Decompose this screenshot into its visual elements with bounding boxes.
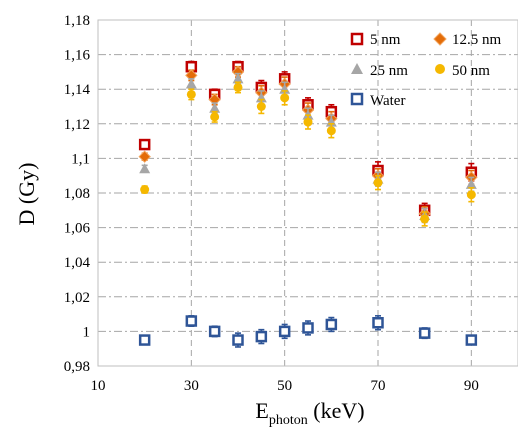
legend-marker-water [350,92,364,106]
legend: 5 nm 12.5 nm 25 nm 50 nm Water [350,32,502,109]
x-tick-label: 50 [277,378,292,394]
data-point [186,89,196,99]
data-point [303,117,313,127]
series-water [138,315,478,348]
data-point [138,334,151,346]
legend-marker-5nm [350,32,364,46]
data-point [302,322,314,334]
x-axis-title-unit: (keV) [308,398,365,423]
data-point [185,315,198,327]
legend-label-25nm: 25 nm [370,63,408,79]
legend-item-water: Water [350,92,405,109]
data-point [326,126,336,136]
data-point [210,112,220,122]
data-point [140,185,150,195]
data-point [138,138,151,151]
data-points [138,60,478,348]
y-tick-label: 0,98 [64,359,90,375]
y-tick-label: 1,14 [64,82,91,98]
legend-label-12-5nm: 12.5 nm [452,32,502,48]
data-point [209,102,221,113]
data-point [256,102,266,111]
x-tick-label: 10 [91,378,106,394]
y-tick-label: 1,06 [64,221,91,237]
data-point [138,150,151,163]
data-point [255,330,268,343]
data-point [373,178,383,188]
legend-item-12-5nm: 12.5 nm [433,32,502,48]
legend-item-25nm: 25 nm [351,63,408,79]
data-point [280,93,290,103]
data-point [465,178,477,189]
y-tick-label: 1,18 [64,13,90,29]
y-tick-labels: 0,98 1 1,02 1,04 1,06 1,08 1,1 1,12 1,14 1,16 1,18 [64,13,91,375]
data-point [372,317,384,329]
data-point [233,82,243,92]
data-point [278,325,291,338]
y-tick-label: 1,08 [64,186,90,202]
y-tick-label: 1,16 [64,48,91,64]
legend-label-water: Water [370,93,405,109]
data-point [208,325,221,338]
x-axis-title: Ephoton (keV) [255,398,364,428]
data-point [232,73,244,84]
x-axis-title-main: E [255,398,268,423]
data-point [232,334,244,346]
x-tick-labels: 10 30 50 70 90 [91,378,479,394]
legend-marker-50nm [435,64,445,74]
plot-area-frame [97,19,518,367]
legend-label-50nm: 50 nm [452,63,490,79]
x-axis-title-subscript: photon [269,413,308,428]
data-point [139,163,151,174]
y-tick-label: 1 [83,324,91,340]
y-axis-title: D (Gy) [14,163,39,226]
data-point [466,190,476,200]
legend-marker-25nm [351,63,363,74]
legend-label-5nm: 5 nm [370,32,401,48]
data-point [185,78,197,89]
legend-marker-12-5nm [433,32,447,46]
x-tick-label: 90 [464,378,479,394]
data-point [420,214,430,224]
data-point [418,327,431,339]
y-tick-label: 1,02 [64,290,90,306]
y-tick-label: 1,04 [64,255,91,271]
data-point [465,334,478,346]
x-tick-label: 30 [184,378,199,394]
data-point [325,318,338,331]
legend-item-5nm: 5 nm [350,32,401,48]
legend-item-50nm: 50 nm [435,63,490,79]
series-50-nm [140,81,476,227]
y-tick-label: 1,1 [71,151,90,167]
y-tick-label: 1,12 [64,117,90,133]
x-tick-label: 70 [371,378,386,394]
